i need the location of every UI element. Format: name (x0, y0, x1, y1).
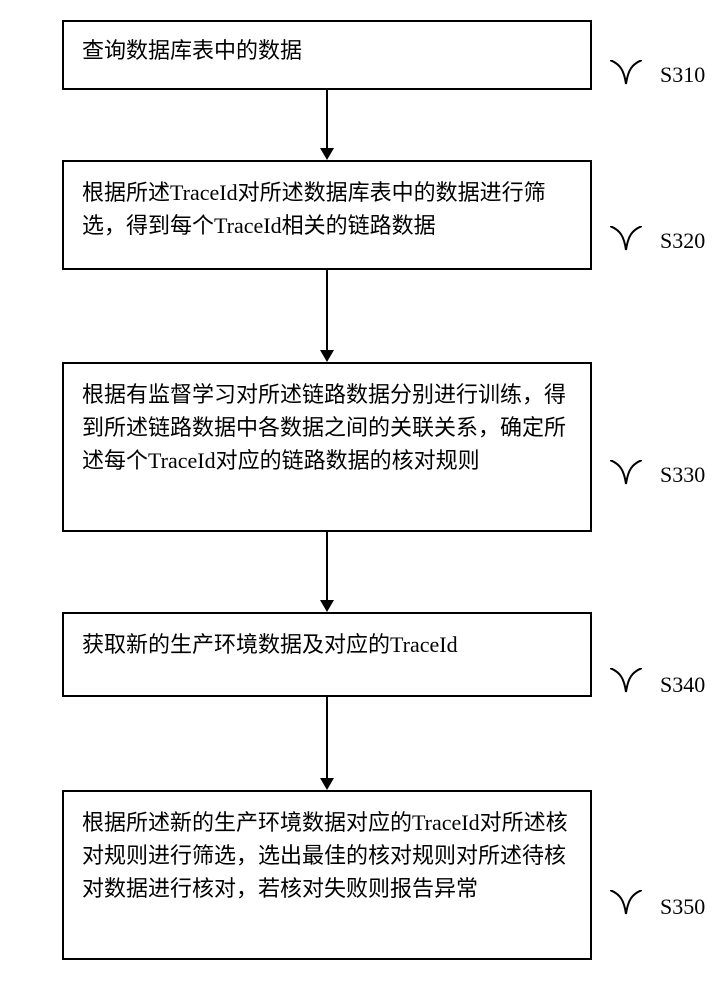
arrowhead-icon (320, 350, 334, 362)
step-bracket (610, 890, 642, 918)
flow-step-text: 获取新的生产环境数据及对应的TraceId (82, 626, 458, 661)
arrowhead-icon (320, 778, 334, 790)
flow-step-box: 根据所述TraceId对所述数据库表中的数据进行筛选，得到每个TraceId相关… (62, 160, 592, 270)
flow-connector (326, 90, 328, 148)
flow-step-box: 根据所述新的生产环境数据对应的TraceId对所述核对规则进行筛选，选出最佳的核… (62, 790, 592, 960)
flow-connector (326, 270, 328, 350)
flow-step-text: 查询数据库表中的数据 (82, 34, 302, 67)
flow-step-box: 根据有监督学习对所述链路数据分别进行训练，得到所述链路数据中各数据之间的关联关系… (62, 362, 592, 532)
flowchart-container: 查询数据库表中的数据 S310 根据所述TraceId对所述数据库表中的数据进行筛选… (0, 0, 724, 1000)
flow-step-box: 查询数据库表中的数据 (62, 20, 592, 90)
step-bracket (610, 60, 642, 88)
flow-step-box: 获取新的生产环境数据及对应的TraceId (62, 612, 592, 697)
step-bracket (610, 460, 642, 488)
flow-step-text: 根据所述TraceId对所述数据库表中的数据进行筛选，得到每个TraceId相关… (82, 174, 572, 242)
step-label: S330 (660, 462, 705, 488)
flow-connector (326, 532, 328, 600)
step-bracket (610, 668, 642, 696)
step-label: S350 (660, 894, 705, 920)
step-bracket (610, 226, 642, 254)
step-label: S340 (660, 672, 705, 698)
step-label: S320 (660, 228, 705, 254)
step-label: S310 (660, 62, 705, 88)
arrowhead-icon (320, 148, 334, 160)
flow-step-text: 根据所述新的生产环境数据对应的TraceId对所述核对规则进行筛选，选出最佳的核… (82, 804, 572, 905)
flow-connector (326, 697, 328, 778)
arrowhead-icon (320, 600, 334, 612)
flow-step-text: 根据有监督学习对所述链路数据分别进行训练，得到所述链路数据中各数据之间的关联关系… (82, 376, 572, 477)
